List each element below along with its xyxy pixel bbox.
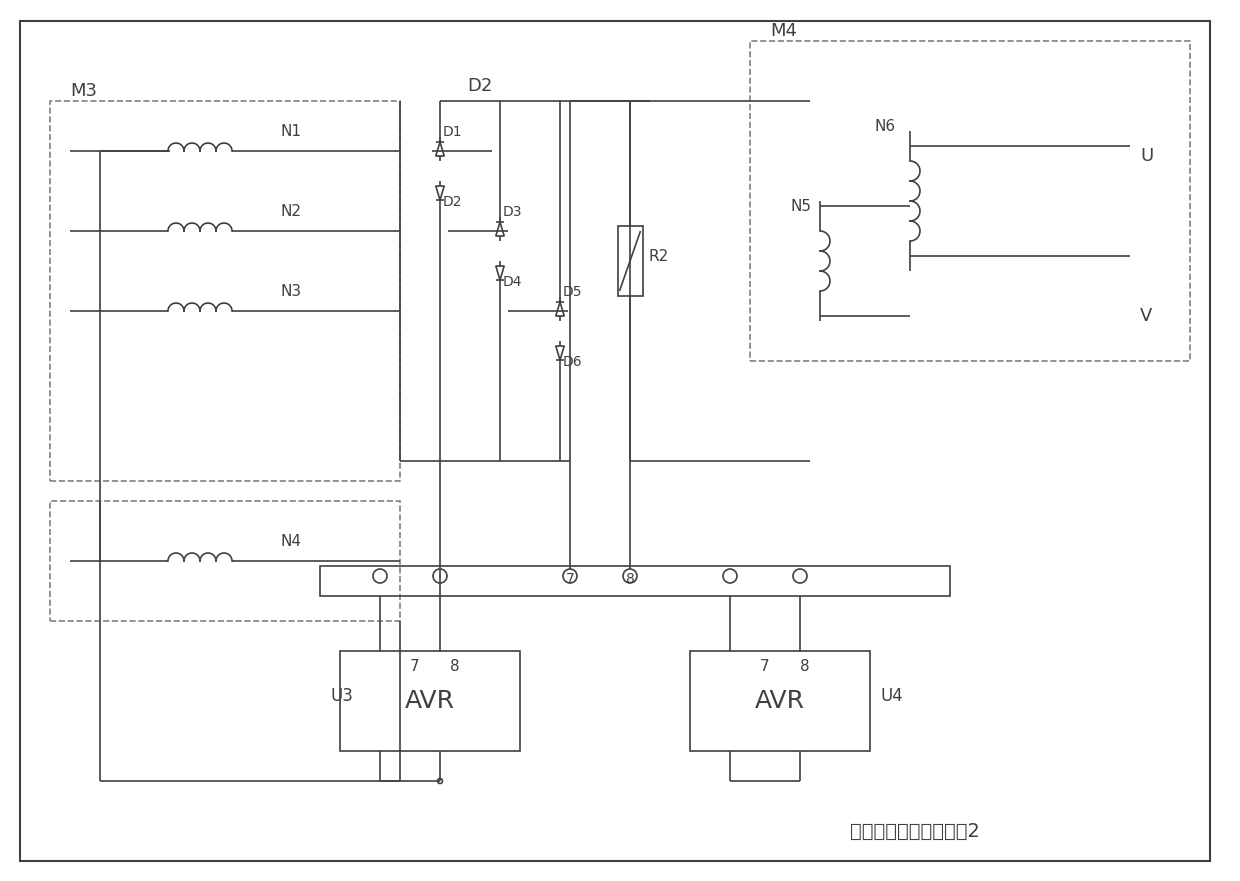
Text: D4: D4 (503, 275, 522, 289)
Text: N5: N5 (790, 199, 811, 214)
Text: D1: D1 (443, 125, 463, 139)
Text: 8: 8 (800, 659, 810, 674)
Text: M3: M3 (69, 82, 97, 100)
Text: D2: D2 (443, 195, 463, 209)
Bar (618, 226, 642, 296)
Text: M4: M4 (770, 22, 797, 40)
Text: D2: D2 (467, 77, 492, 95)
Text: 8: 8 (625, 572, 635, 586)
Text: 7: 7 (410, 659, 419, 674)
Bar (320, 566, 950, 596)
Text: N2: N2 (280, 204, 301, 219)
Text: U: U (1140, 147, 1153, 165)
Text: AVR: AVR (755, 689, 805, 713)
Text: D5: D5 (563, 285, 583, 299)
Text: 7: 7 (760, 659, 770, 674)
Bar (340, 651, 520, 751)
Bar (50, 501, 401, 621)
Text: U4: U4 (880, 687, 903, 705)
Bar (689, 651, 870, 751)
Text: R2: R2 (649, 249, 668, 264)
Bar (50, 101, 401, 481)
Text: D3: D3 (503, 205, 522, 219)
Text: 7: 7 (565, 572, 574, 586)
Text: N4: N4 (280, 534, 301, 549)
Text: N3: N3 (280, 284, 301, 299)
Text: D6: D6 (563, 355, 583, 369)
Text: N1: N1 (280, 124, 301, 139)
Text: AVR: AVR (405, 689, 455, 713)
Text: 8: 8 (450, 659, 460, 674)
Text: U3: U3 (330, 687, 353, 705)
Bar (750, 41, 1190, 361)
Text: 单相交流发电机电路图2: 单相交流发电机电路图2 (849, 821, 980, 840)
Text: N6: N6 (875, 119, 897, 134)
Text: V: V (1140, 307, 1152, 325)
